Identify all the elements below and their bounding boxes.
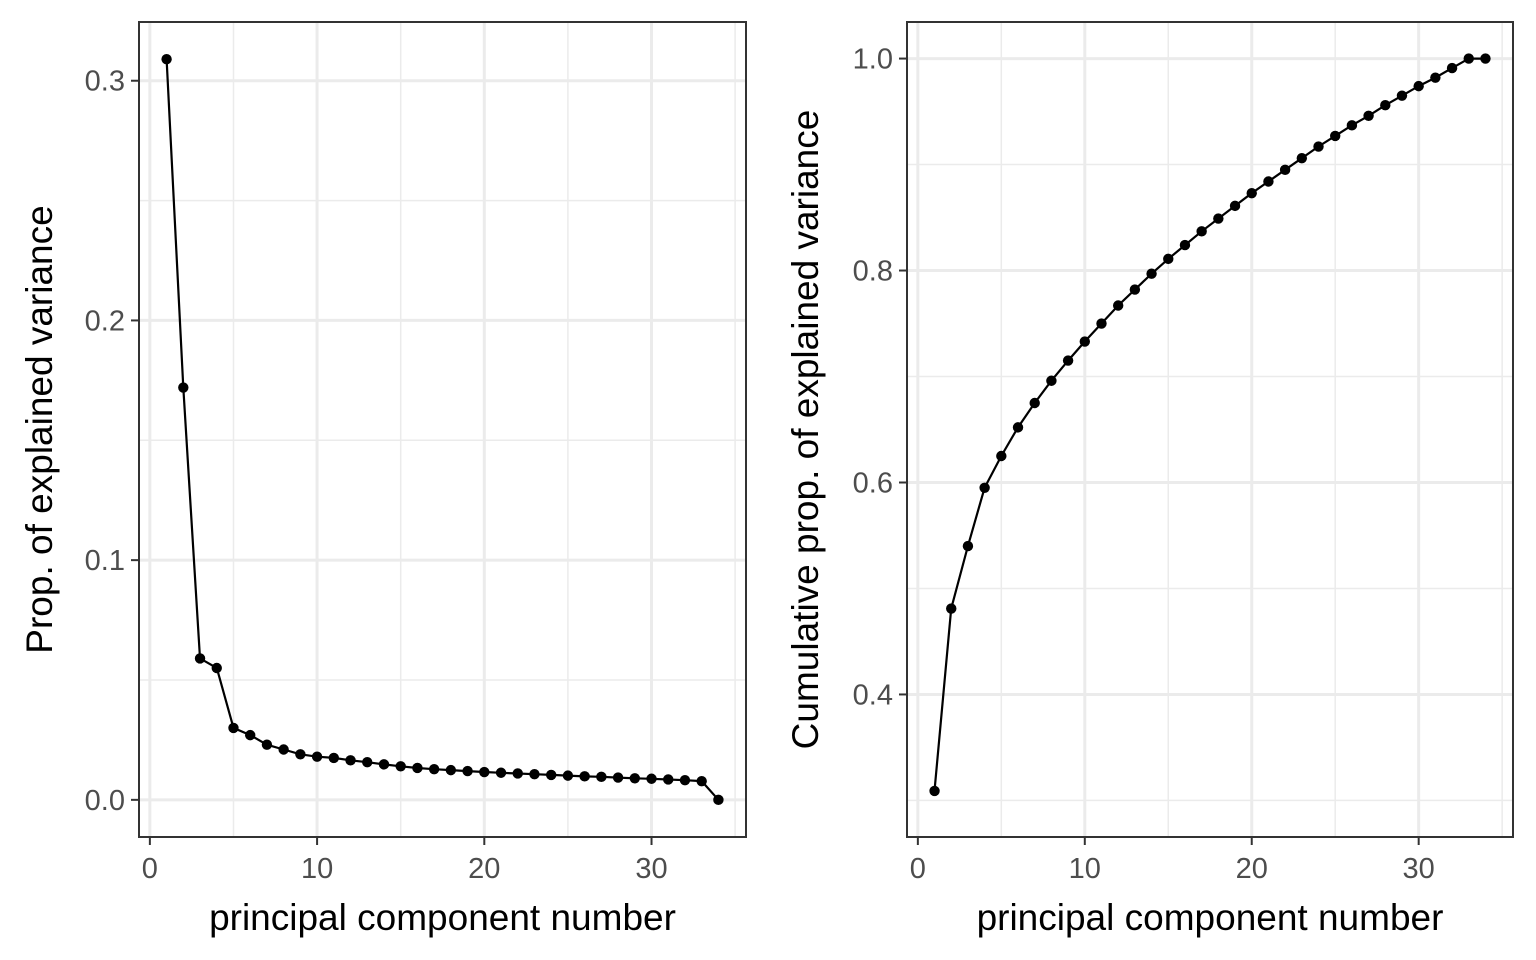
data-point: [612, 772, 624, 783]
data-point: [345, 755, 356, 766]
data-point: [1380, 99, 1391, 111]
data-point: [1062, 355, 1074, 366]
data-point: [479, 766, 490, 778]
x-axis-title: principal component number: [209, 897, 676, 938]
data-point: [579, 771, 590, 782]
data-point: [1163, 253, 1174, 265]
data-point: [1196, 226, 1207, 237]
data-point: [194, 653, 206, 664]
data-point: [462, 765, 473, 777]
data-point: [295, 749, 306, 760]
data-point: [1413, 80, 1424, 92]
data-point: [1279, 164, 1291, 176]
data-point: [1046, 375, 1057, 386]
data-point: [362, 757, 373, 768]
x-tick-label: 0: [910, 853, 926, 885]
data-point: [1129, 284, 1141, 295]
panel-border: [138, 21, 747, 838]
data-point: [1096, 318, 1107, 329]
data-point: [1112, 300, 1124, 311]
data-point: [211, 662, 222, 674]
data-point: [328, 752, 340, 764]
data-point: [1012, 422, 1024, 433]
data-point: [244, 729, 256, 741]
y-axis-title: Prop. of explained variance: [19, 205, 60, 653]
data-point: [1446, 62, 1458, 74]
data-point: [629, 773, 641, 784]
data-point: [378, 759, 390, 770]
data-point: [412, 762, 423, 774]
y-tick-label: 0.3: [85, 66, 125, 98]
y-axis-title: Cumulative prop. of explained variance: [785, 110, 826, 750]
data-point: [1079, 336, 1090, 347]
data-point: [311, 751, 323, 762]
x-axis-title: principal component number: [977, 897, 1444, 938]
y-tick-label: 0.4: [853, 679, 893, 711]
data-point: [1263, 176, 1274, 187]
data-point: [1246, 187, 1257, 199]
data-point: [512, 768, 523, 779]
x-tick-label: 30: [1403, 853, 1435, 885]
y-tick-label: 0.0: [85, 785, 125, 817]
data-point: [261, 739, 273, 750]
data-point: [996, 450, 1007, 462]
data-point: [1179, 239, 1191, 251]
series-line: [933, 57, 1486, 792]
data-point: [545, 769, 557, 781]
data-point: [1213, 213, 1224, 224]
y-tick-label: 0.8: [853, 256, 893, 288]
data-point: [178, 382, 189, 393]
y-tick-label: 0.2: [85, 305, 125, 337]
y-tick-label: 0.6: [853, 467, 893, 499]
data-point: [529, 768, 540, 780]
data-point: [1396, 90, 1408, 101]
chart-panel-right: 0 10 20 30 0.4 0.6 0.8 1.0 principal component n…: [785, 21, 1514, 938]
y-tick-label: 0.1: [85, 545, 125, 577]
data-point: [1480, 53, 1491, 64]
data-point: [679, 774, 691, 786]
data-point: [395, 761, 406, 772]
data-point: [1330, 130, 1341, 142]
data-point: [962, 540, 974, 552]
data-point: [1463, 53, 1474, 64]
data-point: [1229, 200, 1241, 212]
data-point: [1313, 141, 1324, 152]
x-tick-label: 10: [1069, 853, 1101, 885]
data-point: [428, 763, 440, 775]
panel-border: [906, 21, 1514, 838]
data-point: [596, 771, 607, 783]
y-tick-label: 1.0: [853, 44, 893, 76]
data-point: [696, 775, 707, 787]
x-tick-label: 0: [142, 853, 158, 885]
data-point: [713, 794, 724, 806]
data-point: [979, 482, 990, 493]
chart-panel-left: 0 10 20 30 0.0 0.1 0.2 0.3 principal component n…: [19, 21, 747, 938]
data-point: [228, 722, 239, 734]
data-point: [1363, 110, 1374, 121]
x-tick-label: 10: [301, 853, 333, 885]
data-point: [946, 603, 957, 614]
data-point: [1430, 72, 1441, 83]
x-tick-label: 30: [635, 853, 667, 885]
data-point: [929, 785, 940, 797]
x-tick-label: 20: [1236, 853, 1268, 885]
data-point: [445, 764, 457, 776]
data-point: [1346, 120, 1358, 131]
data-point: [495, 767, 507, 778]
data-point: [161, 53, 172, 65]
x-tick-label: 20: [468, 853, 500, 885]
data-point: [663, 774, 674, 785]
data-point: [562, 770, 574, 781]
data-point: [1029, 397, 1040, 409]
data-point: [646, 773, 657, 784]
data-point: [278, 744, 289, 755]
data-point: [1296, 152, 1308, 164]
series-line: [165, 59, 720, 801]
data-point: [1146, 268, 1157, 279]
